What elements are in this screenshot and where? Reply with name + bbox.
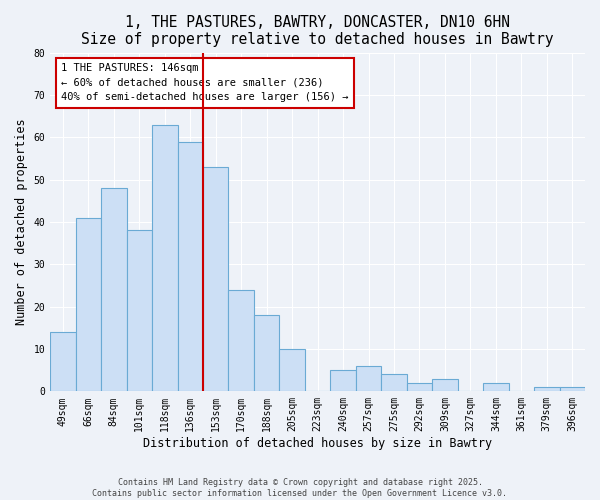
- Bar: [229, 290, 254, 392]
- Bar: [101, 188, 127, 392]
- Bar: [76, 218, 101, 392]
- Bar: [152, 124, 178, 392]
- Bar: [178, 142, 203, 392]
- Bar: [407, 383, 432, 392]
- Bar: [534, 387, 560, 392]
- Bar: [432, 378, 458, 392]
- X-axis label: Distribution of detached houses by size in Bawtry: Distribution of detached houses by size …: [143, 437, 492, 450]
- Bar: [356, 366, 381, 392]
- Bar: [280, 349, 305, 392]
- Text: Contains HM Land Registry data © Crown copyright and database right 2025.
Contai: Contains HM Land Registry data © Crown c…: [92, 478, 508, 498]
- Bar: [381, 374, 407, 392]
- Bar: [203, 167, 229, 392]
- Title: 1, THE PASTURES, BAWTRY, DONCASTER, DN10 6HN
Size of property relative to detach: 1, THE PASTURES, BAWTRY, DONCASTER, DN10…: [82, 15, 554, 48]
- Bar: [483, 383, 509, 392]
- Bar: [254, 315, 280, 392]
- Bar: [50, 332, 76, 392]
- Bar: [560, 387, 585, 392]
- Bar: [127, 230, 152, 392]
- Text: 1 THE PASTURES: 146sqm
← 60% of detached houses are smaller (236)
40% of semi-de: 1 THE PASTURES: 146sqm ← 60% of detached…: [61, 63, 349, 102]
- Bar: [331, 370, 356, 392]
- Y-axis label: Number of detached properties: Number of detached properties: [15, 118, 28, 326]
